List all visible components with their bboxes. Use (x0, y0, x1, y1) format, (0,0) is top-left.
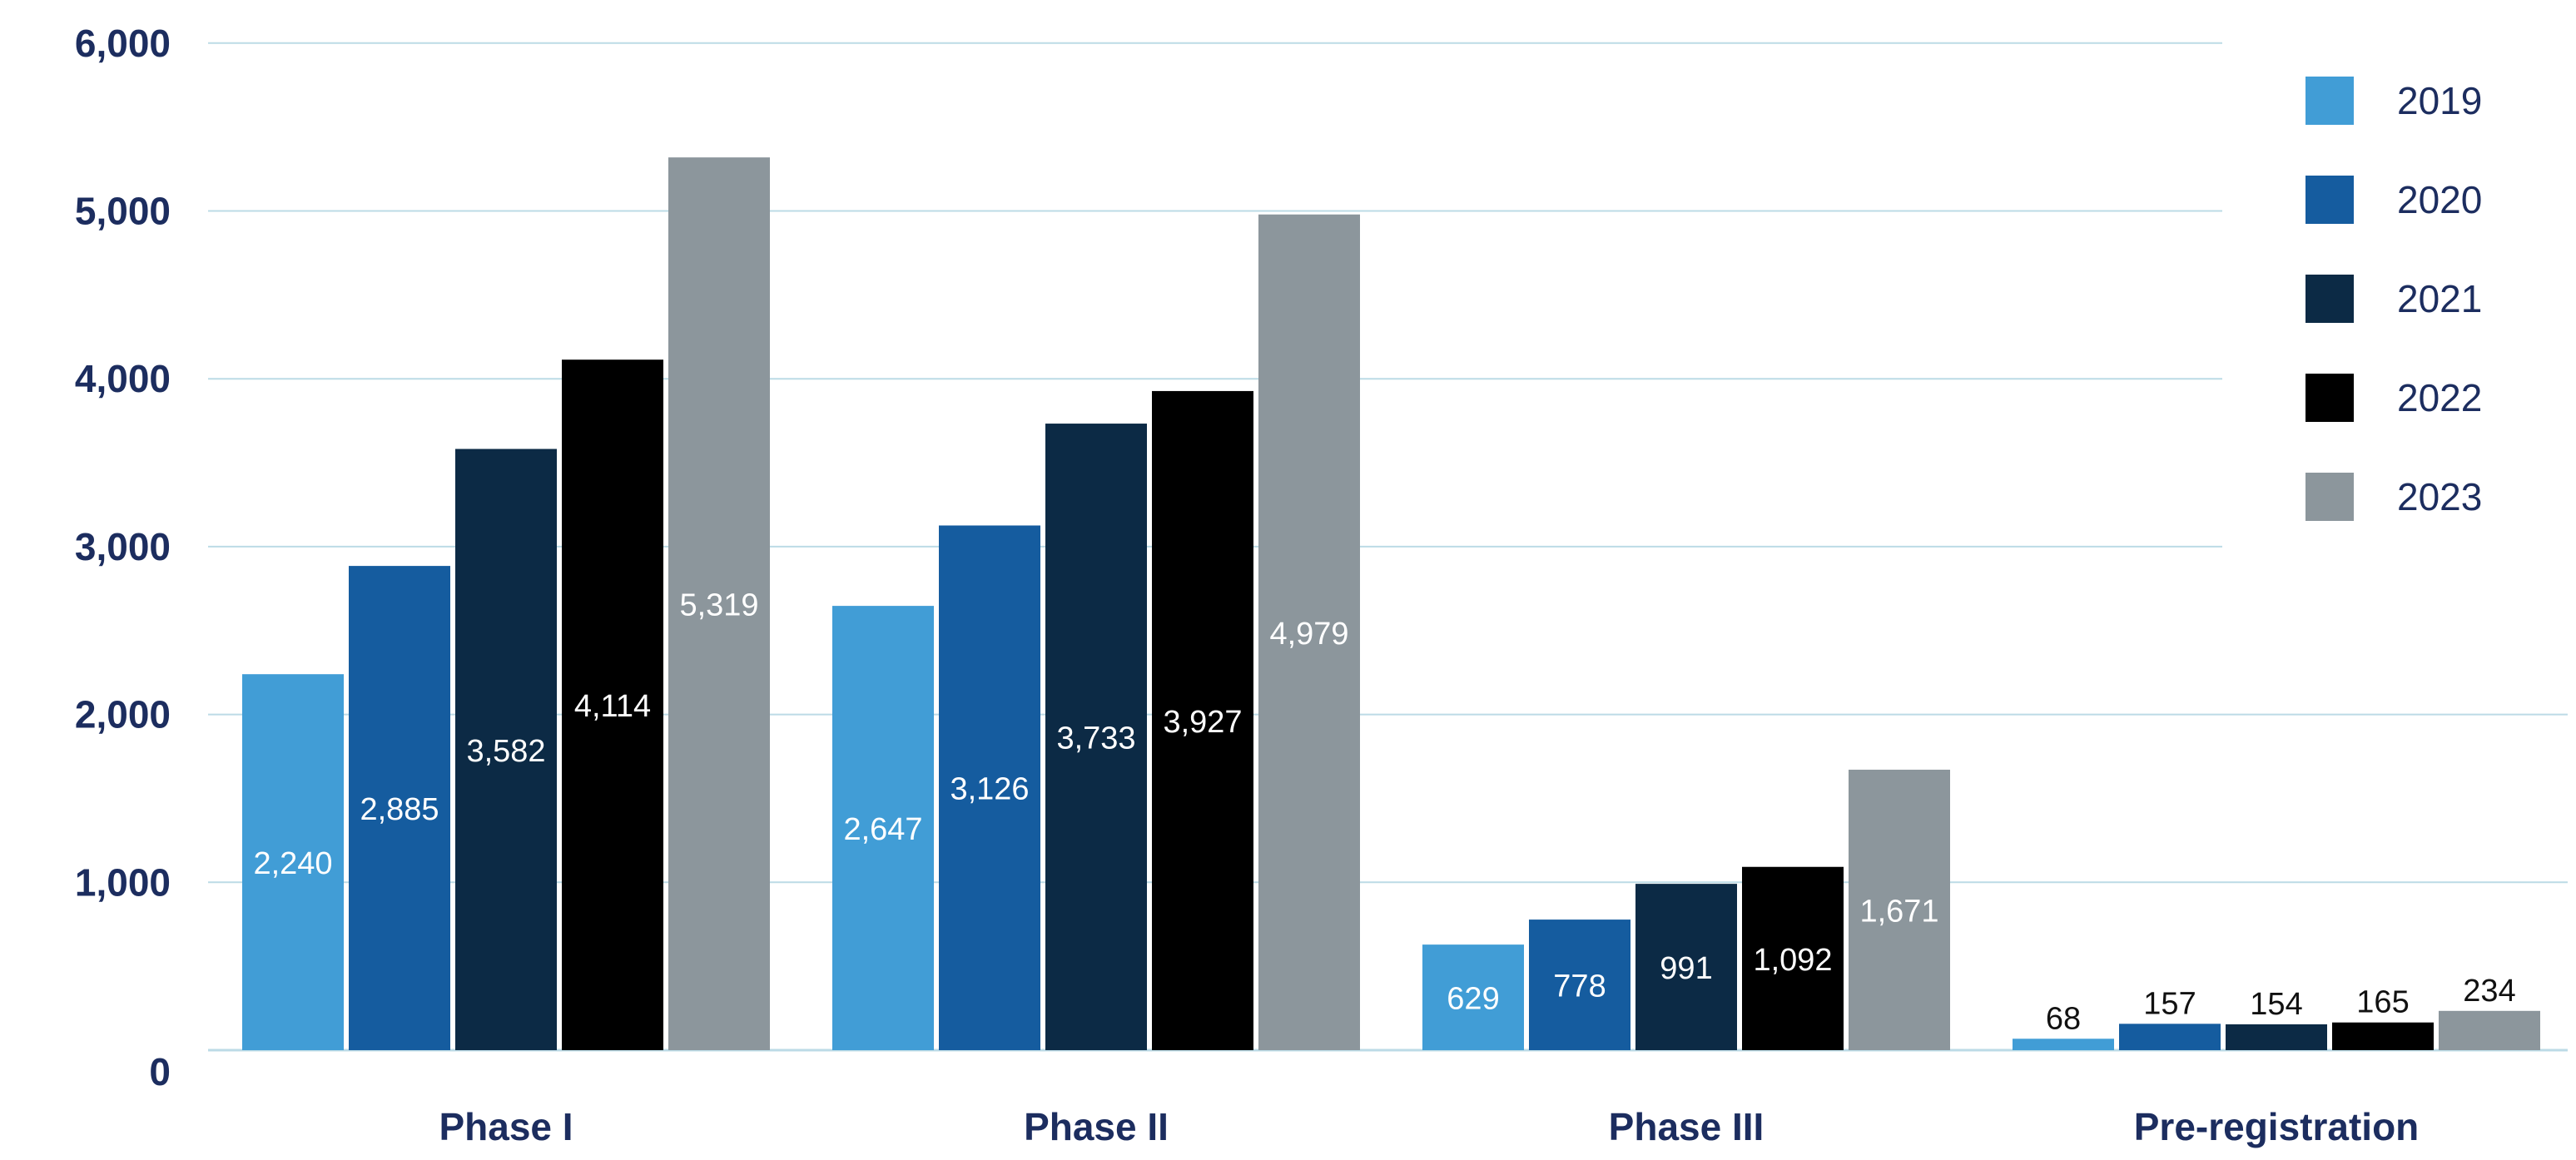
bar (939, 525, 1040, 1050)
bar-value-label: 234 (2463, 974, 2515, 1009)
bar (1529, 920, 1630, 1050)
bar (2226, 1024, 2327, 1050)
bar-value-label: 3,126 (950, 772, 1029, 807)
bar (2439, 1010, 2540, 1050)
y-axis-ticks: 0 1,000 2,000 3,000 4,000 5,000 6,000 (75, 22, 171, 1093)
legend-label: 2023 (2397, 475, 2482, 518)
bar (349, 566, 450, 1050)
legend-swatch (2305, 473, 2354, 521)
bar (668, 157, 770, 1050)
bar-value-label: 2,885 (360, 792, 439, 827)
bar (1742, 866, 1844, 1050)
bar-value-label: 4,979 (1269, 617, 1348, 652)
bar (1635, 884, 1737, 1050)
bars (242, 157, 2540, 1051)
bar (1258, 214, 1360, 1050)
bar-value-label: 68 (2046, 1001, 2081, 1036)
legend-label: 2022 (2397, 376, 2482, 419)
y-tick-label: 0 (149, 1050, 171, 1093)
legend-swatch (2305, 275, 2354, 323)
bar (2119, 1024, 2221, 1050)
bar-value-label: 1,092 (1753, 943, 1832, 978)
bar-value-label: 4,114 (574, 689, 651, 724)
bar (242, 674, 344, 1050)
bar-value-labels: 2,240 2,647 629 68 2,885 3,126 778 157 3,582 3,73… (253, 588, 2515, 1037)
bar-value-label: 165 (2356, 985, 2409, 1020)
x-tick-label: Phase III (1609, 1105, 1764, 1148)
bar-value-label: 2,647 (843, 812, 922, 847)
bar-value-label: 1,671 (1859, 894, 1938, 929)
bar-value-label: 778 (1553, 969, 1606, 1004)
y-tick-label: 5,000 (75, 190, 171, 233)
legend-label: 2021 (2397, 277, 2482, 320)
y-tick-label: 1,000 (75, 860, 171, 904)
y-tick-label: 3,000 (75, 525, 171, 568)
bar-value-label: 157 (2143, 986, 2196, 1021)
bar-value-label: 629 (1447, 982, 1499, 1017)
bar (2013, 1039, 2114, 1050)
bar (1045, 424, 1147, 1050)
legend-swatch (2305, 176, 2354, 224)
legend-swatch (2305, 77, 2354, 125)
x-tick-label: Phase II (1024, 1105, 1169, 1148)
bar-value-label: 3,733 (1056, 721, 1135, 756)
bar-value-label: 3,582 (466, 734, 545, 769)
bar (1849, 769, 1950, 1050)
x-tick-label: Pre-registration (2134, 1105, 2420, 1148)
bar (1422, 944, 1524, 1050)
bar (562, 359, 663, 1051)
bar (2332, 1022, 2434, 1050)
x-axis-ticks: Phase I Phase II Phase III Pre-registration (439, 1105, 2419, 1148)
legend-label: 2019 (2397, 79, 2482, 122)
y-tick-label: 4,000 (75, 357, 171, 400)
bar-value-label: 154 (2250, 987, 2302, 1022)
bar-value-label: 2,240 (253, 846, 332, 881)
y-tick-label: 2,000 (75, 693, 171, 736)
bar-value-label: 991 (1660, 951, 1712, 986)
bar (455, 449, 557, 1050)
legend-swatch (2305, 374, 2354, 422)
legend: 2019 2020 2021 2022 2023 (2305, 77, 2482, 521)
x-tick-label: Phase I (439, 1105, 573, 1148)
bar (1152, 390, 1253, 1051)
bar (832, 606, 934, 1050)
legend-label: 2020 (2397, 178, 2482, 221)
bar-value-label: 5,319 (679, 588, 758, 623)
bar-value-label: 3,927 (1163, 705, 1242, 740)
y-tick-label: 6,000 (75, 22, 171, 65)
